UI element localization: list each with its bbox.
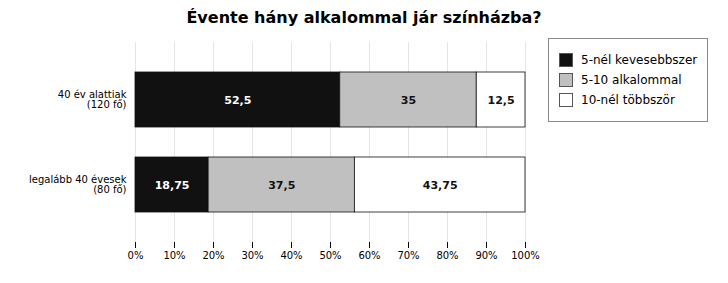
svg-text:12,5: 12,5 (488, 94, 515, 107)
svg-text:43,75: 43,75 (423, 179, 458, 192)
svg-text:20%: 20% (202, 250, 224, 261)
svg-text:40%: 40% (280, 250, 302, 261)
svg-text:70%: 70% (397, 250, 419, 261)
svg-text:legalább 40 évesek(80 fő): legalább 40 évesek(80 fő) (29, 174, 127, 195)
svg-text:37,5: 37,5 (268, 179, 295, 192)
html-text:10-nél többször: 10-nél többször (581, 93, 675, 107)
svg-text:40 év alattiak(120 fő): 40 év alattiak(120 fő) (58, 89, 127, 110)
svg-text:52,5: 52,5 (224, 94, 251, 107)
svg-text:18,75: 18,75 (155, 179, 190, 192)
svg-text:35: 35 (401, 94, 416, 107)
svg-text:90%: 90% (475, 250, 497, 261)
svg-text:60%: 60% (358, 250, 380, 261)
html-text:Évente hány alkalommal jár szí: Évente hány alkalommal jár színházba? (186, 8, 542, 27)
svg-text:50%: 50% (319, 250, 341, 261)
svg-text:10%: 10% (163, 250, 185, 261)
svg-text:30%: 30% (241, 250, 263, 261)
html-text:5-nél kevesebbszer: 5-nél kevesebbszer (581, 53, 698, 67)
svg-text:0%: 0% (128, 250, 144, 261)
svg-text:100%: 100% (511, 250, 540, 261)
svg-text:80%: 80% (436, 250, 458, 261)
html-text:5-10 alkalommal: 5-10 alkalommal (581, 73, 682, 87)
